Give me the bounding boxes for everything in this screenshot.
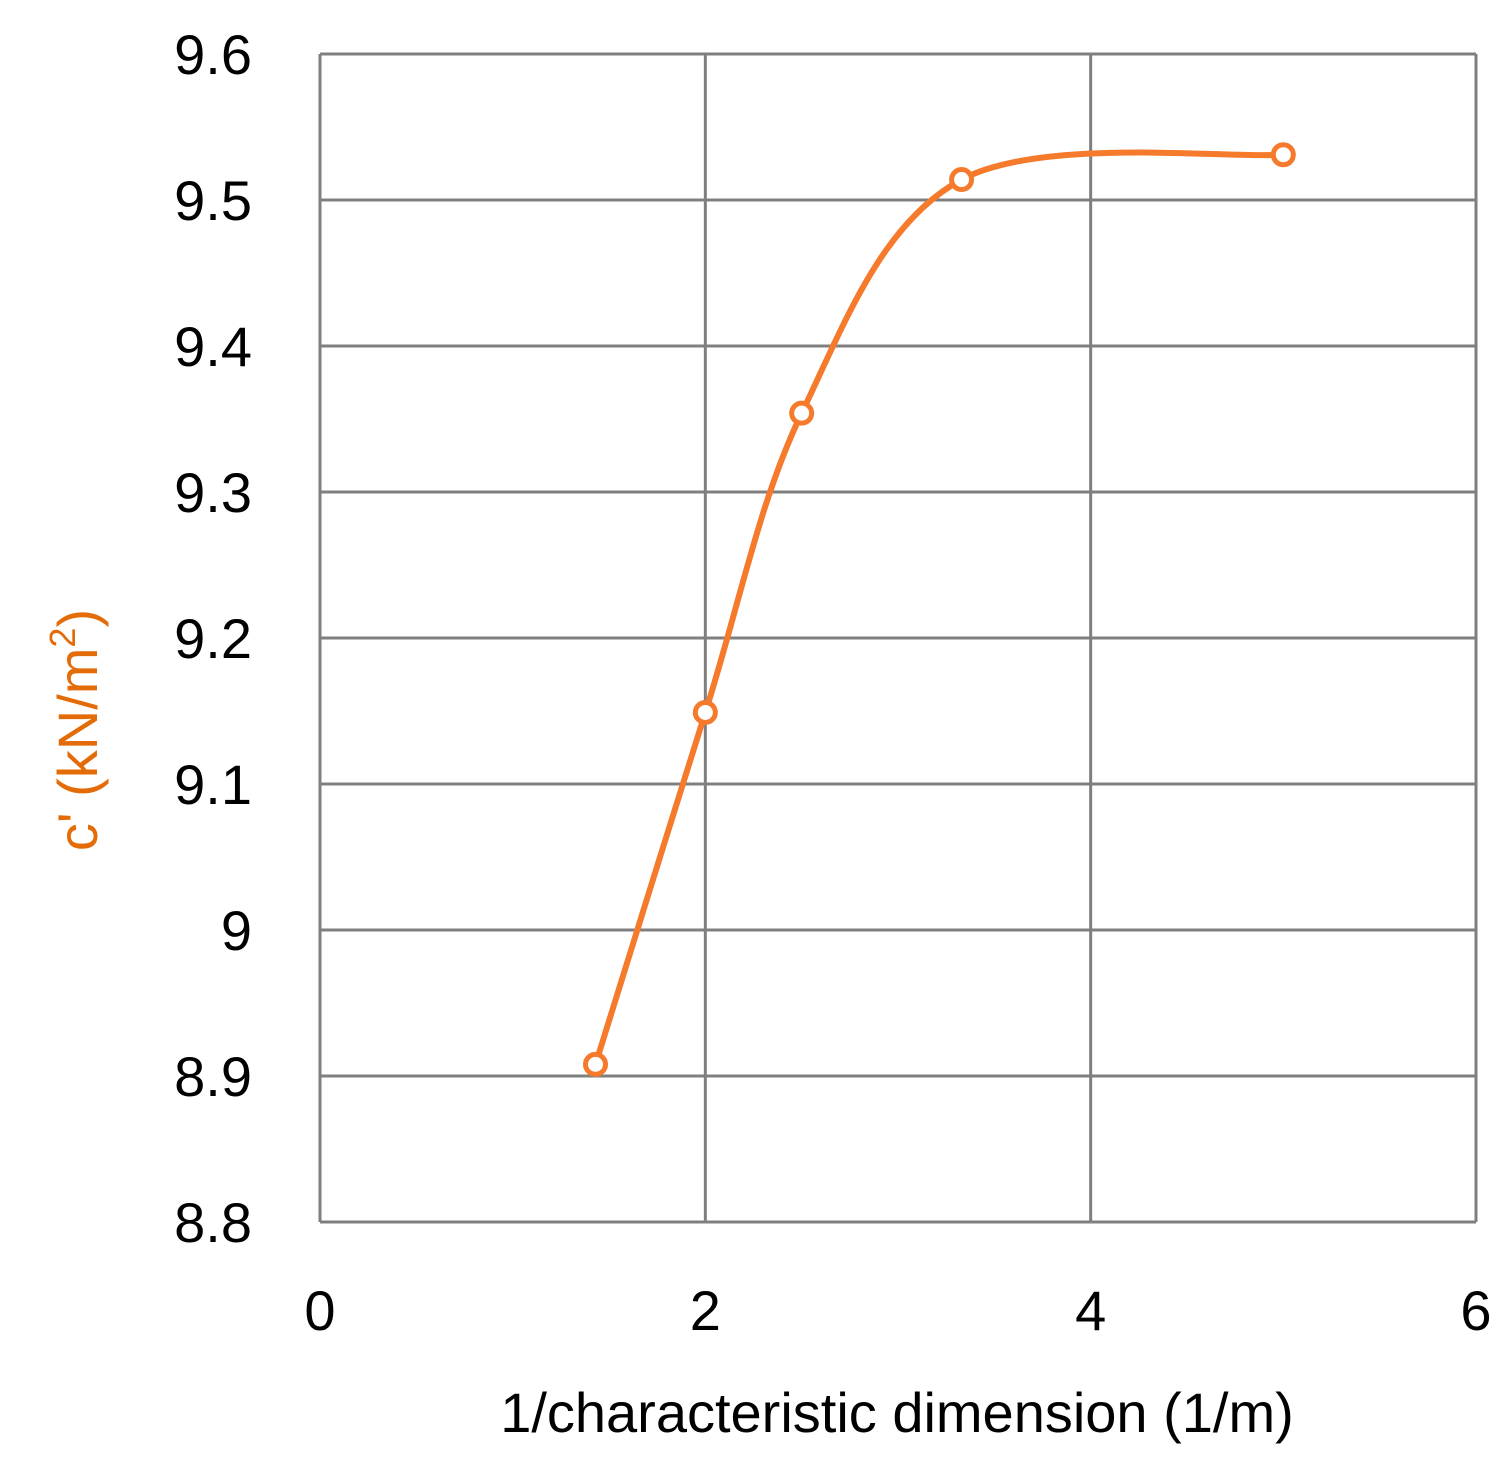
y-tick-label: 9.4: [174, 315, 252, 378]
y-tick-label: 9.3: [174, 461, 252, 524]
x-tick-label: 2: [690, 1279, 721, 1342]
x-tick-label: 4: [1075, 1279, 1106, 1342]
y-tick-label: 8.9: [174, 1045, 252, 1108]
x-tick-label: 6: [1460, 1279, 1491, 1342]
y-axis-title-main: c' (kN/m: [46, 648, 109, 852]
plot-area: [583, 142, 1296, 1077]
data-point-marker: [949, 167, 975, 193]
y-tick-label: 9: [221, 899, 252, 962]
y-tick-label: 9.5: [174, 169, 252, 232]
y-tick-label: 9.1: [174, 753, 252, 816]
y-axis-tick-labels: 8.8 8.9 9 9.1 9.2 9.3 9.4 9.5 9.6: [174, 23, 252, 1254]
x-tick-label: 0: [304, 1279, 335, 1342]
y-tick-label: 9.6: [174, 23, 252, 86]
y-axis-title-superscript: 2: [42, 628, 83, 648]
x-axis-title: 1/characteristic dimension (1/m): [500, 1381, 1294, 1444]
series-line: [592, 149, 1287, 1068]
data-point-marker: [1270, 142, 1296, 168]
data-point-marker: [789, 400, 815, 426]
y-axis-title: c' (kN/m2): [42, 609, 109, 851]
y-tick-label: 9.2: [174, 607, 252, 670]
y-axis-title-close: ): [46, 609, 109, 628]
data-point-marker: [583, 1051, 609, 1077]
y-tick-label: 8.8: [174, 1191, 252, 1254]
data-point-marker: [692, 699, 718, 725]
x-axis-tick-labels: 0 2 4 6: [304, 1279, 1491, 1342]
grid: [318, 52, 1478, 1224]
